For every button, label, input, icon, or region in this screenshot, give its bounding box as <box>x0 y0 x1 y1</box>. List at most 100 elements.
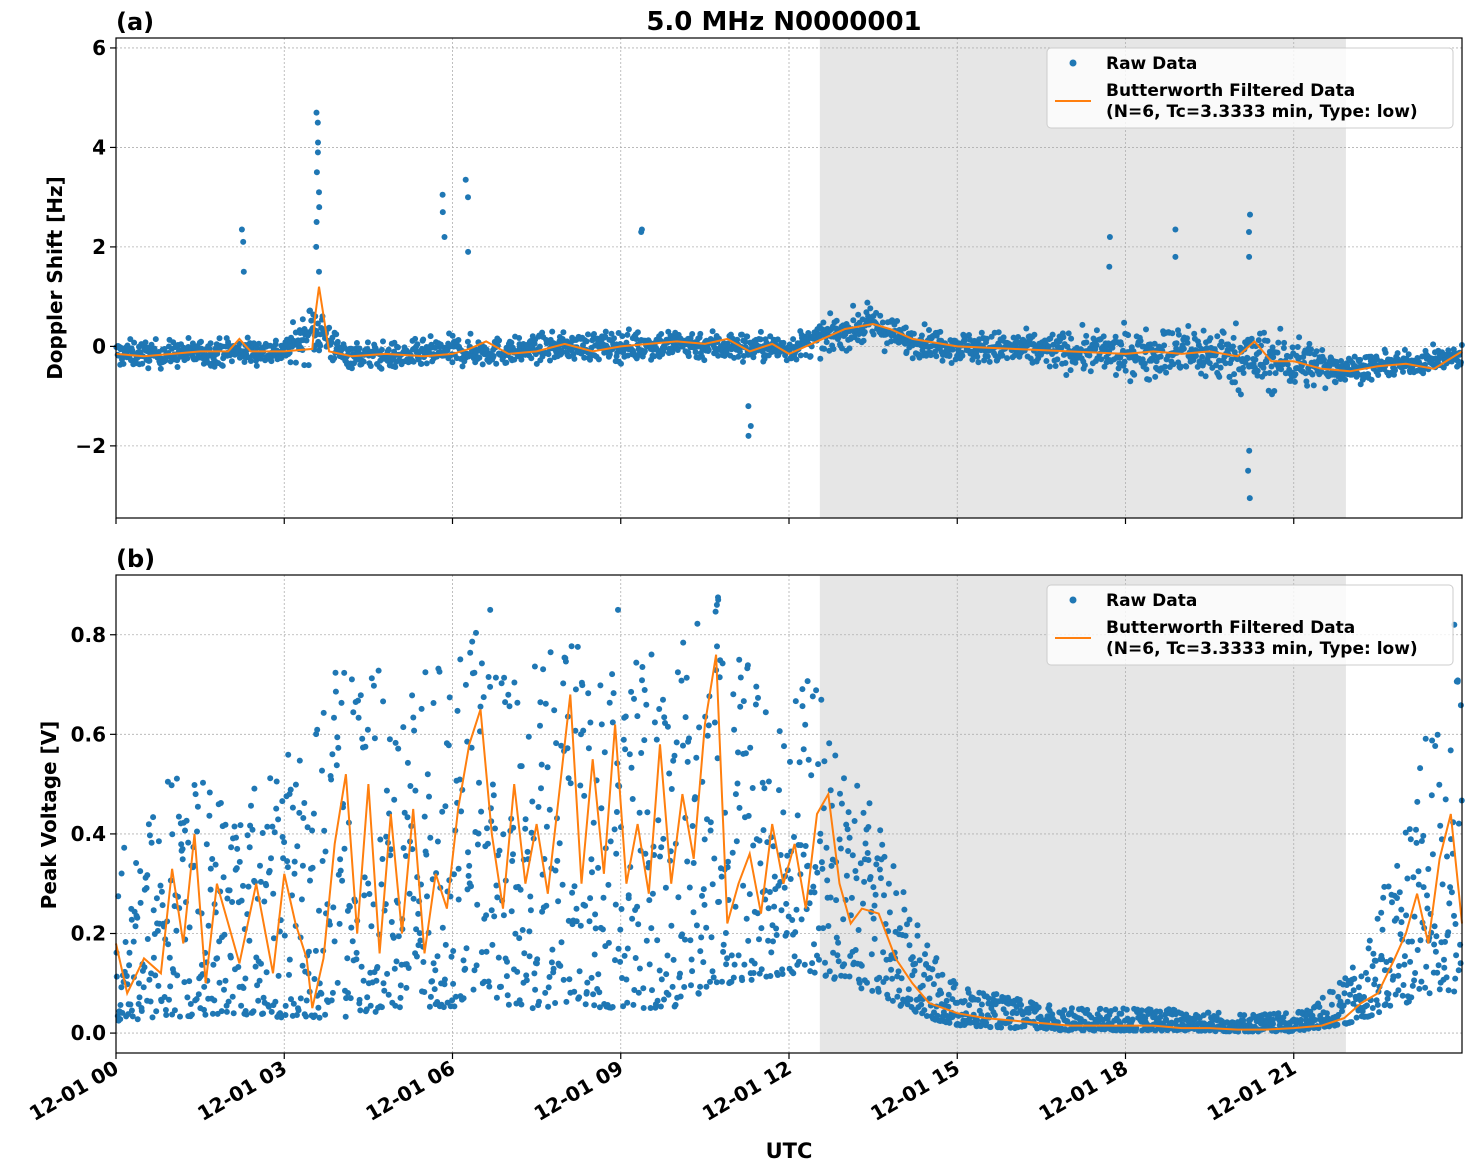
raw-data-point <box>268 855 274 862</box>
raw-data-point <box>508 908 515 915</box>
raw-data-point <box>534 956 541 963</box>
raw-data-point <box>611 826 618 833</box>
raw-data-point <box>752 701 759 708</box>
raw-data-point <box>660 835 667 842</box>
raw-data-point <box>537 699 544 706</box>
raw-data-point <box>529 798 536 805</box>
raw-data-point <box>640 985 647 992</box>
y-tick-label: 0.6 <box>71 722 106 746</box>
raw-data-point <box>1323 1010 1330 1017</box>
raw-data-point <box>1432 948 1439 955</box>
raw-data-point <box>563 998 570 1005</box>
raw-data-point <box>697 983 704 990</box>
raw-data-point <box>1137 337 1144 344</box>
raw-data-point <box>823 844 830 851</box>
raw-data-point <box>151 345 158 352</box>
raw-data-point <box>634 329 641 336</box>
raw-data-point <box>525 733 532 740</box>
raw-data-point <box>476 779 482 786</box>
raw-data-point <box>797 352 804 359</box>
raw-data-point <box>770 938 776 945</box>
raw-outlier-point <box>747 423 754 429</box>
raw-data-point <box>465 872 472 879</box>
raw-data-point <box>656 706 663 712</box>
raw-data-point <box>222 821 229 828</box>
raw-data-point <box>740 698 747 705</box>
raw-data-point <box>634 713 641 720</box>
raw-data-point <box>1414 798 1421 805</box>
raw-data-point <box>1406 826 1413 833</box>
x-axis-label: UTC <box>766 1139 813 1163</box>
raw-data-point <box>828 862 835 869</box>
raw-data-point <box>508 339 515 346</box>
raw-data-point <box>742 338 749 345</box>
raw-data-point <box>1264 337 1271 344</box>
raw-data-point <box>1277 325 1284 332</box>
raw-data-point <box>581 792 588 799</box>
raw-data-point <box>521 950 528 957</box>
raw-data-point <box>348 924 355 931</box>
raw-data-point <box>1294 344 1301 350</box>
raw-data-point <box>243 1011 250 1018</box>
raw-data-point <box>377 836 384 843</box>
raw-data-point <box>403 984 410 991</box>
raw-data-point <box>1152 373 1159 380</box>
raw-data-point <box>536 998 542 1005</box>
raw-data-point <box>689 823 696 829</box>
raw-data-point <box>285 751 292 758</box>
raw-data-point <box>757 860 764 867</box>
raw-data-point <box>789 917 796 923</box>
raw-data-point <box>1302 370 1309 377</box>
raw-data-point <box>483 948 490 955</box>
raw-data-point <box>995 329 1002 336</box>
raw-data-point <box>705 722 712 729</box>
raw-data-point <box>431 986 438 993</box>
raw-data-point <box>619 333 626 340</box>
legend-raw-marker-b <box>1069 596 1077 604</box>
raw-data-point <box>405 965 412 971</box>
raw-data-point <box>1387 1002 1394 1009</box>
raw-data-point <box>174 972 181 979</box>
raw-data-point <box>289 804 296 811</box>
raw-data-point <box>894 993 901 1000</box>
raw-data-point <box>329 751 336 758</box>
raw-data-point <box>655 817 662 824</box>
raw-data-point <box>1385 991 1392 997</box>
raw-data-point <box>421 989 428 995</box>
raw-data-point <box>565 775 572 782</box>
raw-data-point <box>648 925 655 932</box>
raw-data-point <box>729 849 736 856</box>
raw-data-point <box>218 1008 225 1015</box>
raw-data-point <box>799 703 806 710</box>
raw-data-point <box>833 934 840 941</box>
raw-data-point <box>134 1016 141 1023</box>
raw-data-point <box>465 849 471 856</box>
raw-data-point <box>867 874 874 880</box>
raw-data-point <box>824 877 831 884</box>
raw-data-point <box>720 941 727 948</box>
raw-data-point <box>303 1013 309 1020</box>
raw-data-point <box>629 796 636 802</box>
raw-data-point <box>484 840 491 847</box>
raw-data-point <box>546 806 553 813</box>
raw-data-point <box>755 694 761 701</box>
raw-outlier-point <box>240 238 247 245</box>
raw-data-point <box>741 961 748 968</box>
raw-data-point <box>1230 334 1237 341</box>
x-tick-label: 12-01 00 <box>25 1056 123 1126</box>
raw-data-point <box>319 767 325 774</box>
raw-data-point <box>641 737 648 744</box>
raw-data-point <box>1087 368 1094 375</box>
raw-data-point <box>572 686 579 693</box>
y-tick-label: 4 <box>92 135 106 159</box>
raw-data-point <box>545 351 552 358</box>
raw-data-point <box>227 954 234 961</box>
raw-data-point <box>801 961 808 968</box>
raw-data-point <box>166 954 173 961</box>
raw-data-point <box>346 903 353 910</box>
raw-data-point <box>300 815 307 821</box>
raw-data-point <box>564 745 571 752</box>
raw-outlier-point <box>313 219 320 225</box>
raw-data-point <box>669 349 676 356</box>
raw-data-point <box>1385 883 1392 890</box>
